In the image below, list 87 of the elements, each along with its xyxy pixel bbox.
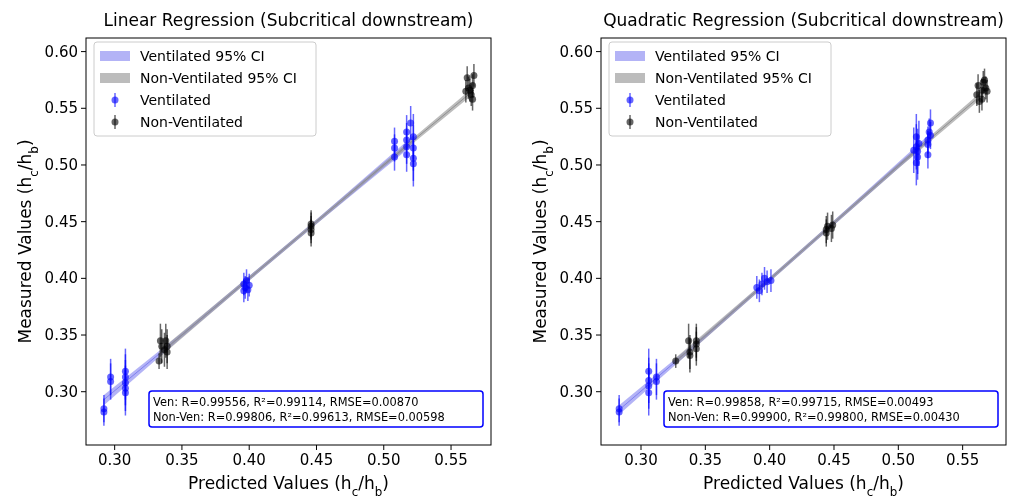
annotation: Ven: R=0.99556, R²=0.99114, RMSE=0.00870 — [153, 395, 419, 409]
point — [163, 342, 171, 350]
point — [652, 378, 660, 386]
y-tick-label: 0.45 — [559, 212, 593, 231]
point — [121, 389, 129, 397]
point — [912, 133, 920, 141]
legend-label: Ventilated 95% CI — [140, 48, 265, 64]
y-tick-label: 0.55 — [44, 99, 78, 118]
point — [924, 151, 932, 159]
legend-label: Non-Ventilated 95% CI — [140, 70, 297, 86]
point — [403, 143, 411, 151]
y-tick-label: 0.35 — [44, 326, 78, 345]
point — [469, 95, 477, 103]
point — [121, 379, 129, 387]
x-tick-label: 0.35 — [688, 451, 723, 469]
y-tick-label: 0.40 — [44, 269, 78, 288]
point — [121, 367, 129, 375]
point — [407, 119, 415, 127]
annotation: Non-Ven: R=0.99806, R²=0.99613, RMSE=0.00598 — [153, 410, 445, 424]
point — [685, 337, 693, 345]
x-tick-label: 0.35 — [165, 451, 199, 469]
text-box: Ven: R=0.99858, R²=0.99715, RMSE=0.00493 Non-Ven: R=0.99900, R²=0.99800, RMSE=0.00430 — [663, 390, 999, 428]
y-tick-label: 0.60 — [559, 42, 593, 61]
y-tick-label: 0.45 — [44, 212, 78, 231]
point — [409, 154, 417, 162]
point — [463, 74, 471, 82]
point — [645, 367, 653, 375]
x-axis-title: Predicted Values (h$_{c}$/h$_{b}$) — [188, 473, 389, 499]
point — [672, 357, 680, 365]
point — [767, 277, 775, 285]
point — [926, 132, 934, 139]
y-tick-label: 0.30 — [559, 382, 593, 401]
point — [391, 137, 399, 145]
y-tick-label: 0.50 — [559, 155, 593, 174]
point — [403, 136, 411, 144]
point — [403, 151, 411, 159]
x-tick-label: 0.50 — [367, 451, 401, 469]
y-tick-label: 0.40 — [559, 269, 593, 288]
point — [391, 153, 399, 161]
legend-label: Ventilated 95% CI — [655, 48, 780, 64]
x-tick-label: 0.40 — [752, 451, 787, 469]
point — [926, 119, 934, 127]
annotation: Non-Ven: R=0.99900, R²=0.99800, RMSE=0.00430 — [668, 410, 960, 424]
point — [391, 144, 399, 152]
x-tick-label: 0.30 — [97, 451, 132, 469]
legend-label: Ventilated — [140, 92, 211, 108]
x-axis-title: Predicted Values (h$_{c}$/h$_{b}$) — [703, 473, 904, 499]
y-tick-label: 0.50 — [44, 155, 78, 174]
y-tick-label: 0.35 — [559, 326, 593, 345]
point — [409, 133, 417, 141]
point — [645, 382, 653, 390]
annotation: Ven: R=0.99858, R²=0.99715, RMSE=0.00493 — [668, 395, 934, 409]
x-tick-label: 0.55 — [434, 451, 468, 469]
text-box: Ven: R=0.99556, R²=0.99114, RMSE=0.00870 Non-Ven: R=0.99806, R²=0.99613, RMSE=0.00598 — [148, 390, 484, 428]
point — [755, 287, 763, 295]
point — [645, 376, 653, 384]
point — [409, 160, 417, 168]
point — [403, 128, 411, 136]
point — [915, 139, 923, 147]
legend-label: Non-Ventilated — [655, 114, 758, 130]
point — [155, 357, 163, 365]
point — [409, 144, 417, 152]
legend-label: Ventilated — [655, 92, 726, 108]
legend-label: Non-Ventilated 95% CI — [655, 70, 812, 86]
x-tick-label: 0.30 — [624, 451, 658, 469]
x-tick-label: 0.55 — [945, 451, 980, 469]
point — [240, 287, 248, 295]
point — [469, 82, 477, 90]
point — [470, 71, 478, 79]
point — [973, 91, 981, 99]
point — [645, 389, 653, 397]
point — [121, 373, 129, 381]
point — [162, 337, 170, 345]
chart-title: Quadratic Regression (Subcritical downstream) — [603, 10, 1004, 30]
legend-label: Non-Ventilated — [140, 114, 243, 130]
point — [914, 153, 922, 161]
x-tick-label: 0.45 — [299, 451, 334, 469]
point — [245, 281, 253, 289]
y-tick-label: 0.60 — [44, 42, 78, 61]
x-tick-label: 0.40 — [232, 451, 266, 469]
x-tick-label: 0.50 — [881, 451, 916, 469]
y-tick-label: 0.30 — [44, 382, 78, 401]
chart-title: Linear Regression (Subcritical downstream) — [103, 10, 474, 30]
point — [912, 159, 920, 167]
y-tick-label: 0.55 — [559, 99, 593, 118]
x-tick-label: 0.45 — [817, 451, 851, 469]
point — [107, 378, 115, 386]
